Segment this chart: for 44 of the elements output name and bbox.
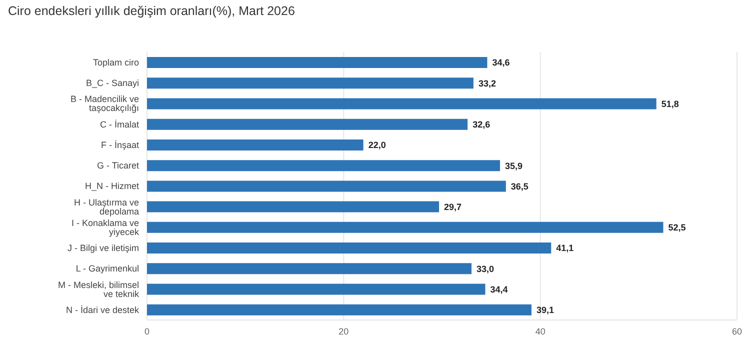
bar: [147, 139, 364, 150]
x-tick-label: 0: [144, 326, 150, 336]
data-label: 34,6: [492, 58, 510, 68]
bar: [147, 242, 552, 254]
data-label: 29,7: [444, 202, 462, 212]
data-label: 32,6: [472, 120, 490, 130]
y-tick-label: G - Ticaret: [96, 160, 140, 171]
y-tick-label: J - Bilgi ve iletişim: [67, 243, 139, 254]
y-tick-label: B - Madencilik ve taşocakçılığı: [70, 94, 139, 114]
bar: [147, 222, 664, 233]
y-tick-label: L - Gayrimenkul: [76, 264, 139, 274]
data-label: 33,0: [476, 264, 494, 274]
y-tick-label: I - Konaklama ve yiyecek: [71, 218, 140, 237]
bar: [147, 180, 506, 192]
data-label: 34,4: [490, 284, 508, 294]
bar: [147, 57, 488, 68]
bar: [147, 201, 440, 212]
chart-title: Ciro endeksleri yıllık değişim oranları(%), Mart 2026: [8, 4, 295, 18]
data-label: 22,0: [368, 140, 386, 150]
y-tick-label: H - Ulaştırma ve depolama: [74, 197, 139, 216]
bar: [147, 78, 474, 89]
y-tick-label: B_C - Sanayi: [86, 78, 139, 88]
x-tick-label: 40: [535, 326, 546, 336]
data-label: 39,1: [536, 305, 554, 316]
data-label: 51,8: [661, 98, 679, 109]
bar: [147, 118, 468, 130]
data-label: 52,5: [668, 222, 686, 233]
data-label: 33,2: [478, 78, 496, 88]
x-tick-label: 60: [732, 326, 742, 336]
bar: [147, 284, 486, 295]
bar: [147, 263, 472, 274]
data-label: 36,5: [510, 181, 528, 192]
y-tick-label: N - İdari ve destek: [66, 304, 140, 315]
x-tick-label: 20: [338, 326, 349, 336]
bar: [147, 304, 532, 316]
y-tick-label: C - İmalat: [100, 119, 140, 130]
y-tick-label: F - İnşaat: [100, 140, 140, 150]
data-label: 35,9: [505, 160, 523, 171]
data-label: 41,1: [556, 243, 574, 254]
y-tick-label: Toplam ciro: [92, 58, 139, 68]
bar: [147, 98, 656, 110]
y-tick-label: M - Mesleki, bilimsel ve teknik: [58, 280, 140, 299]
bar: [147, 160, 500, 172]
y-tick-label: H_N - Hizmet: [84, 181, 140, 192]
